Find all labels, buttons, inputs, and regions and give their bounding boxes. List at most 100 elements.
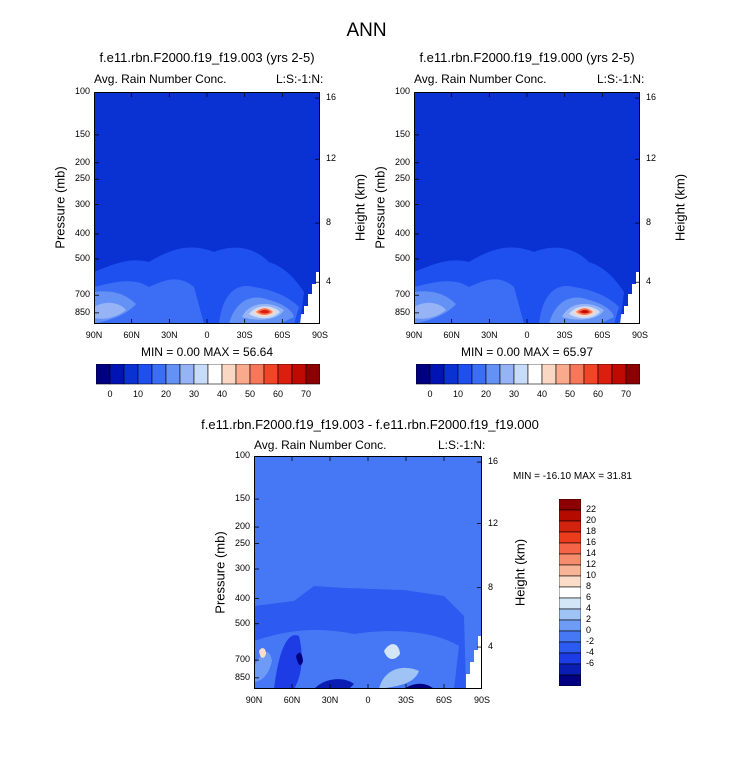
- y-right-tick-label: 16: [646, 92, 657, 103]
- plot2-left-label: Avg. Rain Number Conc.: [414, 72, 547, 86]
- x-tick-label: 0: [524, 330, 530, 340]
- x-tick-label: 30N: [481, 330, 498, 340]
- colorbar-swatch: [541, 364, 557, 385]
- plot1-min-max: MIN = 0.00 MAX = 56.64: [140, 345, 274, 359]
- contour-band: [254, 651, 272, 682]
- colorbar-label: -6: [586, 658, 595, 668]
- x-tick-label: 60S: [274, 330, 291, 340]
- colorbar-swatch: [611, 364, 627, 385]
- y-tick-label: 400: [74, 227, 90, 238]
- y-tick-label: 200: [394, 156, 410, 167]
- colorbar-swatch: [569, 364, 585, 385]
- y-tick-label: 300: [394, 198, 410, 209]
- colorbar-swatch: [277, 364, 293, 385]
- x-tick-label: 30S: [236, 330, 253, 340]
- x-tick-label: 60N: [443, 330, 460, 340]
- colorbar-label: 6: [586, 592, 592, 602]
- x-tick-label: 60N: [123, 330, 140, 340]
- colorbar-swatch: [559, 499, 581, 511]
- x-tick-label: 90S: [631, 330, 648, 340]
- y-tick-label: 250: [234, 537, 250, 548]
- contour-band: [379, 667, 419, 689]
- y-right-tick-label: 8: [488, 581, 494, 592]
- y-tick-label: 200: [234, 521, 250, 532]
- x-tick-label: 60N: [283, 695, 301, 705]
- y-right-tick-label: 4: [646, 276, 652, 287]
- colorbar-label: 20: [480, 389, 491, 399]
- colorbar-label: 50: [244, 389, 255, 399]
- contour-band: [404, 683, 434, 689]
- y-tick-label: 200: [74, 156, 90, 167]
- y-right-tick-label: 12: [646, 153, 657, 164]
- colorbar-label: 30: [188, 389, 199, 399]
- y-tick-label: 500: [74, 253, 90, 264]
- plot2-min-max: MIN = 0.00 MAX = 65.97: [460, 345, 594, 359]
- colorbar-label: 16: [586, 537, 597, 547]
- y-tick-label: 850: [74, 306, 90, 317]
- colorbar-swatch: [443, 364, 459, 385]
- terrain-mask: [300, 272, 320, 324]
- colorbar-swatch: [263, 364, 279, 385]
- colorbar-label: 40: [536, 389, 547, 399]
- x-tick-label: 90N: [405, 330, 423, 340]
- colorbar-label: 70: [300, 389, 311, 399]
- colorbar-swatch: [559, 531, 581, 544]
- x-tick-label: 90S: [473, 695, 490, 705]
- plot2-ylabel: Pressure (mb): [372, 166, 388, 249]
- y-tick-label: 300: [234, 563, 250, 573]
- colorbar-swatch: [165, 364, 181, 385]
- x-tick-label: 0: [204, 330, 210, 340]
- plot-frame: [414, 92, 640, 324]
- x-tick-label: 90N: [85, 330, 103, 340]
- contour-band: [274, 635, 302, 689]
- y-right-tick-label: 8: [326, 217, 332, 228]
- y-tick-label: 250: [394, 173, 410, 184]
- plot3-left-label: Avg. Rain Number Conc.: [254, 438, 387, 452]
- plot1-left-label: Avg. Rain Number Conc.: [94, 72, 227, 86]
- colorbar-swatch: [513, 364, 529, 385]
- x-tick-label: 90S: [311, 330, 328, 340]
- colorbar-swatch: [179, 364, 195, 385]
- plot3-contour: [254, 456, 482, 689]
- colorbar-label: 4: [586, 603, 592, 613]
- colorbar-swatch: [559, 663, 581, 676]
- colorbar-label: 0: [427, 389, 433, 399]
- colorbar-swatch: [527, 364, 543, 385]
- y-tick-label: 100: [234, 450, 250, 460]
- plot2-title: f.e11.rbn.F2000.f19_f19.000 (yrs 2-5): [419, 50, 635, 65]
- plot-frame: [94, 92, 320, 324]
- y-right-tick-label: 16: [326, 92, 337, 103]
- x-tick-label: 0: [365, 695, 371, 705]
- colorbar-swatch: [221, 364, 237, 385]
- colorbar-swatch: [559, 674, 581, 686]
- colorbar-swatch: [559, 553, 581, 566]
- y-tick-label: 400: [234, 592, 250, 603]
- colorbar-label: -4: [586, 647, 595, 657]
- colorbar-swatch: [559, 597, 581, 610]
- colorbar-label: 60: [592, 389, 603, 399]
- colorbar-swatch: [305, 364, 320, 385]
- y-tick-label: 500: [234, 617, 250, 628]
- colorbar-swatch: [559, 564, 581, 577]
- contour-band: [314, 679, 354, 689]
- colorbar-label: 10: [132, 389, 143, 399]
- colorbar-swatch: [559, 520, 581, 533]
- plot3-right-label: L:S:-1:N:: [438, 438, 486, 452]
- plot2-right-label: L:S:-1:N:: [597, 72, 645, 86]
- colorbar-label: 10: [452, 389, 463, 399]
- plot1-title: f.e11.rbn.F2000.f19_f19.003 (yrs 2-5): [99, 50, 315, 65]
- colorbar-swatch: [96, 364, 111, 385]
- x-tick-label: 30N: [321, 695, 339, 705]
- y-tick-label: 850: [394, 306, 410, 317]
- colorbar-label: 22: [586, 504, 597, 514]
- page-title: ANN: [346, 20, 387, 41]
- colorbar-swatch: [123, 364, 139, 385]
- contour-band: [94, 302, 126, 319]
- plot2-contour: [414, 92, 640, 324]
- plot1-right-label: L:S:-1:N:: [276, 72, 324, 86]
- colorbar-swatch: [559, 619, 581, 632]
- colorbar-swatch: [597, 364, 613, 385]
- colorbar-swatch: [416, 364, 431, 385]
- colorbar-swatch: [559, 630, 581, 643]
- colorbar-label: 10: [586, 570, 597, 580]
